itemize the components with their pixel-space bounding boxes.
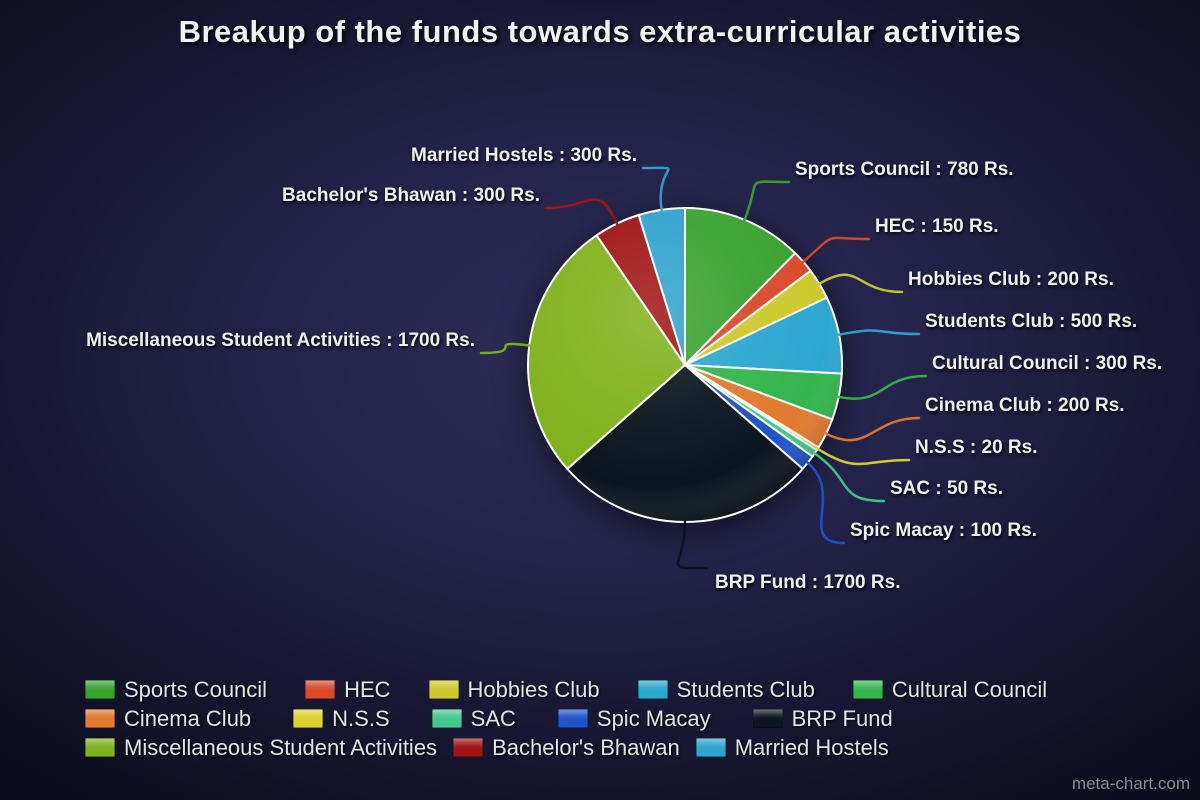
legend-swatch-spic-macay <box>557 709 588 728</box>
legend-label: Hobbies Club <box>467 676 600 702</box>
slice-label-brp-fund: BRP Fund : 1700 Rs. <box>715 572 901 593</box>
legend-swatch-students-club <box>637 680 668 699</box>
slice-label-bachelor-s-bhawan: Bachelor's Bhawan : 300 Rs. <box>282 185 540 206</box>
slice-label-sports-council: Sports Council : 780 Rs. <box>795 159 1014 180</box>
legend-item-brp-fund: BRP Fund <box>752 705 893 732</box>
leader-line-hobbies-club <box>817 273 904 294</box>
legend-swatch-sports-council <box>85 680 115 699</box>
legend-swatch-miscellaneous-student-activities <box>85 738 115 757</box>
legend-label: N.S.S <box>332 705 390 731</box>
slice-label-hobbies-club: Hobbies Club : 200 Rs. <box>908 269 1114 290</box>
legend-label: Spic Macay <box>596 705 711 731</box>
leader-line-married-hostels <box>641 166 670 212</box>
slice-label-miscellaneous-student-activities: Miscellaneous Student Activities : 1700 … <box>86 330 475 351</box>
leader-line-n-s-s <box>815 447 911 466</box>
legend-label: HEC <box>344 676 391 702</box>
legend-swatch-n-s-s <box>293 709 324 728</box>
legend-item-miscellaneous-student-activities: Miscellaneous Student Activities <box>85 735 437 761</box>
legend-swatch-cinema-club <box>85 709 115 728</box>
watermark: meta-chart.com <box>1071 774 1190 793</box>
legend-swatch-cultural-council <box>852 680 883 699</box>
slice-label-spic-macay: Spic Macay : 100 Rs. <box>850 520 1037 541</box>
legend-label: Cinema Club <box>124 705 252 731</box>
slice-label-sac: SAC : 50 Rs. <box>890 478 1003 499</box>
legend-swatch-hec <box>305 680 336 699</box>
leader-line-sports-council <box>742 180 791 222</box>
pie-gloss-overlay <box>529 209 841 521</box>
legend-swatch-sac <box>431 709 462 728</box>
legend-item-bachelor-s-bhawan: Bachelor's Bhawan <box>453 735 680 761</box>
legend-label: BRP Fund <box>791 705 893 731</box>
legend-item-cultural-council: Cultural Council <box>852 676 1048 703</box>
legend-item-n-s-s: N.S.S <box>293 705 390 732</box>
slice-label-n-s-s: N.S.S : 20 Rs. <box>915 437 1038 458</box>
legend-swatch-married-hostels <box>695 738 726 757</box>
slice-label-hec: HEC : 150 Rs. <box>875 216 999 237</box>
legend-item-students-club: Students Club <box>637 676 815 703</box>
legend-label: Bachelor's Bhawan <box>492 734 680 760</box>
legend-item-married-hostels: Married Hostels <box>695 734 889 761</box>
slice-label-married-hostels: Married Hostels : 300 Rs. <box>411 145 637 166</box>
legend-item-hobbies-club: Hobbies Club <box>428 676 600 703</box>
legend-item-sports-council: Sports Council <box>85 677 267 703</box>
legend-item-cinema-club: Cinema Club <box>85 706 251 732</box>
legend-row-3: Miscellaneous Student Activities Bachelor… <box>85 734 1047 761</box>
leader-line-miscellaneous-student-activities <box>479 342 532 355</box>
leader-line-bachelor-s-bhawan <box>544 198 619 226</box>
legend-item-sac: SAC <box>431 705 516 732</box>
legend: Sports Council HEC Hobbies Club Students Cl… <box>85 676 1047 761</box>
legend-swatch-brp-fund <box>752 709 783 728</box>
legend-row-1: Sports Council HEC Hobbies Club Students Cl… <box>85 676 1047 703</box>
legend-label: Miscellaneous Student Activities <box>124 734 438 760</box>
leader-line-brp-fund <box>676 519 709 570</box>
leader-line-hec <box>801 236 871 264</box>
legend-row-2: Cinema Club N.S.S SAC Spic Macay BRP Fund <box>85 705 1047 732</box>
legend-label: Cultural Council <box>891 676 1048 702</box>
leader-line-sac <box>812 451 886 503</box>
legend-swatch-bachelor-s-bhawan <box>453 738 484 757</box>
leader-line-students-club <box>836 329 921 337</box>
slice-label-cultural-council: Cultural Council : 300 Rs. <box>932 353 1163 374</box>
leader-line-cinema-club <box>823 416 921 442</box>
chart-title: Breakup of the funds towards extra-curri… <box>178 14 1022 49</box>
legend-item-spic-macay: Spic Macay <box>557 705 711 732</box>
leader-line-cultural-council <box>836 374 928 400</box>
leader-line-spic-macay <box>805 461 846 545</box>
legend-label: Students Club <box>676 676 815 702</box>
legend-swatch-hobbies-club <box>428 680 459 699</box>
slice-label-cinema-club: Cinema Club : 200 Rs. <box>925 395 1125 416</box>
slice-label-students-club: Students Club : 500 Rs. <box>925 311 1138 332</box>
legend-item-hec: HEC <box>305 676 391 703</box>
legend-label: Married Hostels <box>734 734 889 760</box>
legend-label: Sports Council <box>124 676 268 702</box>
legend-label: SAC <box>470 705 516 731</box>
